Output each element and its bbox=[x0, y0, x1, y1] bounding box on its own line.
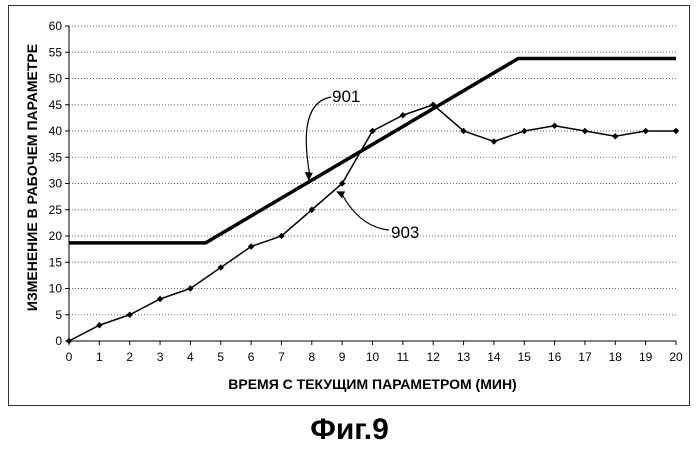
data-point bbox=[157, 296, 163, 302]
chart-frame: 0510152025303540455055600123456789101112… bbox=[8, 5, 690, 406]
y-tick-label: 25 bbox=[49, 203, 63, 217]
data-point bbox=[521, 128, 527, 134]
x-tick-label: 8 bbox=[308, 350, 315, 364]
series bbox=[66, 59, 679, 345]
x-tick-label: 3 bbox=[157, 350, 164, 364]
y-axis-title: ИЗМЕНЕНИЕ В РАБОЧЕМ ПАРАМЕТРЕ bbox=[24, 44, 40, 311]
x-tick-label: 19 bbox=[639, 350, 653, 364]
y-tick-label: 60 bbox=[49, 19, 63, 33]
callout-arrow-901 bbox=[306, 97, 331, 175]
x-tick-label: 6 bbox=[248, 350, 255, 364]
x-tick-label: 4 bbox=[187, 350, 194, 364]
x-tick-label: 7 bbox=[278, 350, 285, 364]
y-tick-label: 45 bbox=[49, 98, 63, 112]
y-tick-label: 40 bbox=[49, 124, 63, 138]
data-point bbox=[127, 312, 133, 318]
x-tick-label: 17 bbox=[578, 350, 592, 364]
callout-arrow-903 bbox=[342, 194, 389, 230]
y-tick-label: 50 bbox=[49, 72, 63, 86]
series-line-2 bbox=[69, 105, 676, 341]
data-point bbox=[96, 322, 102, 328]
series-line-1 bbox=[69, 59, 676, 243]
line-chart: 0510152025303540455055600123456789101112… bbox=[9, 6, 689, 405]
y-tick-label: 20 bbox=[49, 229, 63, 243]
y-tick-label: 10 bbox=[49, 282, 63, 296]
x-tick-label: 1 bbox=[96, 350, 103, 364]
figure-caption: Фиг.9 bbox=[0, 412, 699, 448]
data-point bbox=[642, 128, 648, 134]
y-tick-label: 15 bbox=[49, 255, 63, 269]
y-tick-label: 5 bbox=[55, 308, 62, 322]
data-point bbox=[551, 123, 557, 129]
data-point bbox=[491, 138, 497, 144]
x-tick-label: 16 bbox=[548, 350, 562, 364]
x-tick-label: 9 bbox=[339, 350, 346, 364]
data-point bbox=[582, 128, 588, 134]
x-tick-label: 2 bbox=[126, 350, 133, 364]
x-tick-label: 13 bbox=[457, 350, 471, 364]
data-point bbox=[400, 112, 406, 118]
y-tick-label: 35 bbox=[49, 150, 63, 164]
x-tick-label: 14 bbox=[487, 350, 501, 364]
x-tick-label: 0 bbox=[66, 350, 73, 364]
callout-label-903: 903 bbox=[391, 223, 419, 242]
callout-label-901: 901 bbox=[332, 87, 360, 106]
x-tick-label: 18 bbox=[609, 350, 623, 364]
x-tick-label: 15 bbox=[518, 350, 532, 364]
data-point bbox=[612, 133, 618, 139]
data-point bbox=[369, 128, 375, 134]
x-tick-label: 5 bbox=[217, 350, 224, 364]
grid bbox=[69, 26, 676, 315]
x-tick-label: 20 bbox=[669, 350, 683, 364]
tick-labels: 0510152025303540455055600123456789101112… bbox=[49, 19, 683, 364]
y-tick-label: 0 bbox=[55, 334, 62, 348]
y-tick-label: 55 bbox=[49, 45, 63, 59]
data-point bbox=[673, 128, 679, 134]
data-point bbox=[66, 338, 72, 344]
x-axis-title: ВРЕМЯ С ТЕКУЩИМ ПАРАМЕТРОМ (МИН) bbox=[228, 376, 516, 392]
y-tick-label: 30 bbox=[49, 177, 63, 191]
x-tick-label: 10 bbox=[366, 350, 380, 364]
annotations: 901 903 bbox=[305, 87, 420, 242]
x-tick-label: 11 bbox=[397, 350, 410, 364]
x-tick-label: 12 bbox=[427, 350, 441, 364]
